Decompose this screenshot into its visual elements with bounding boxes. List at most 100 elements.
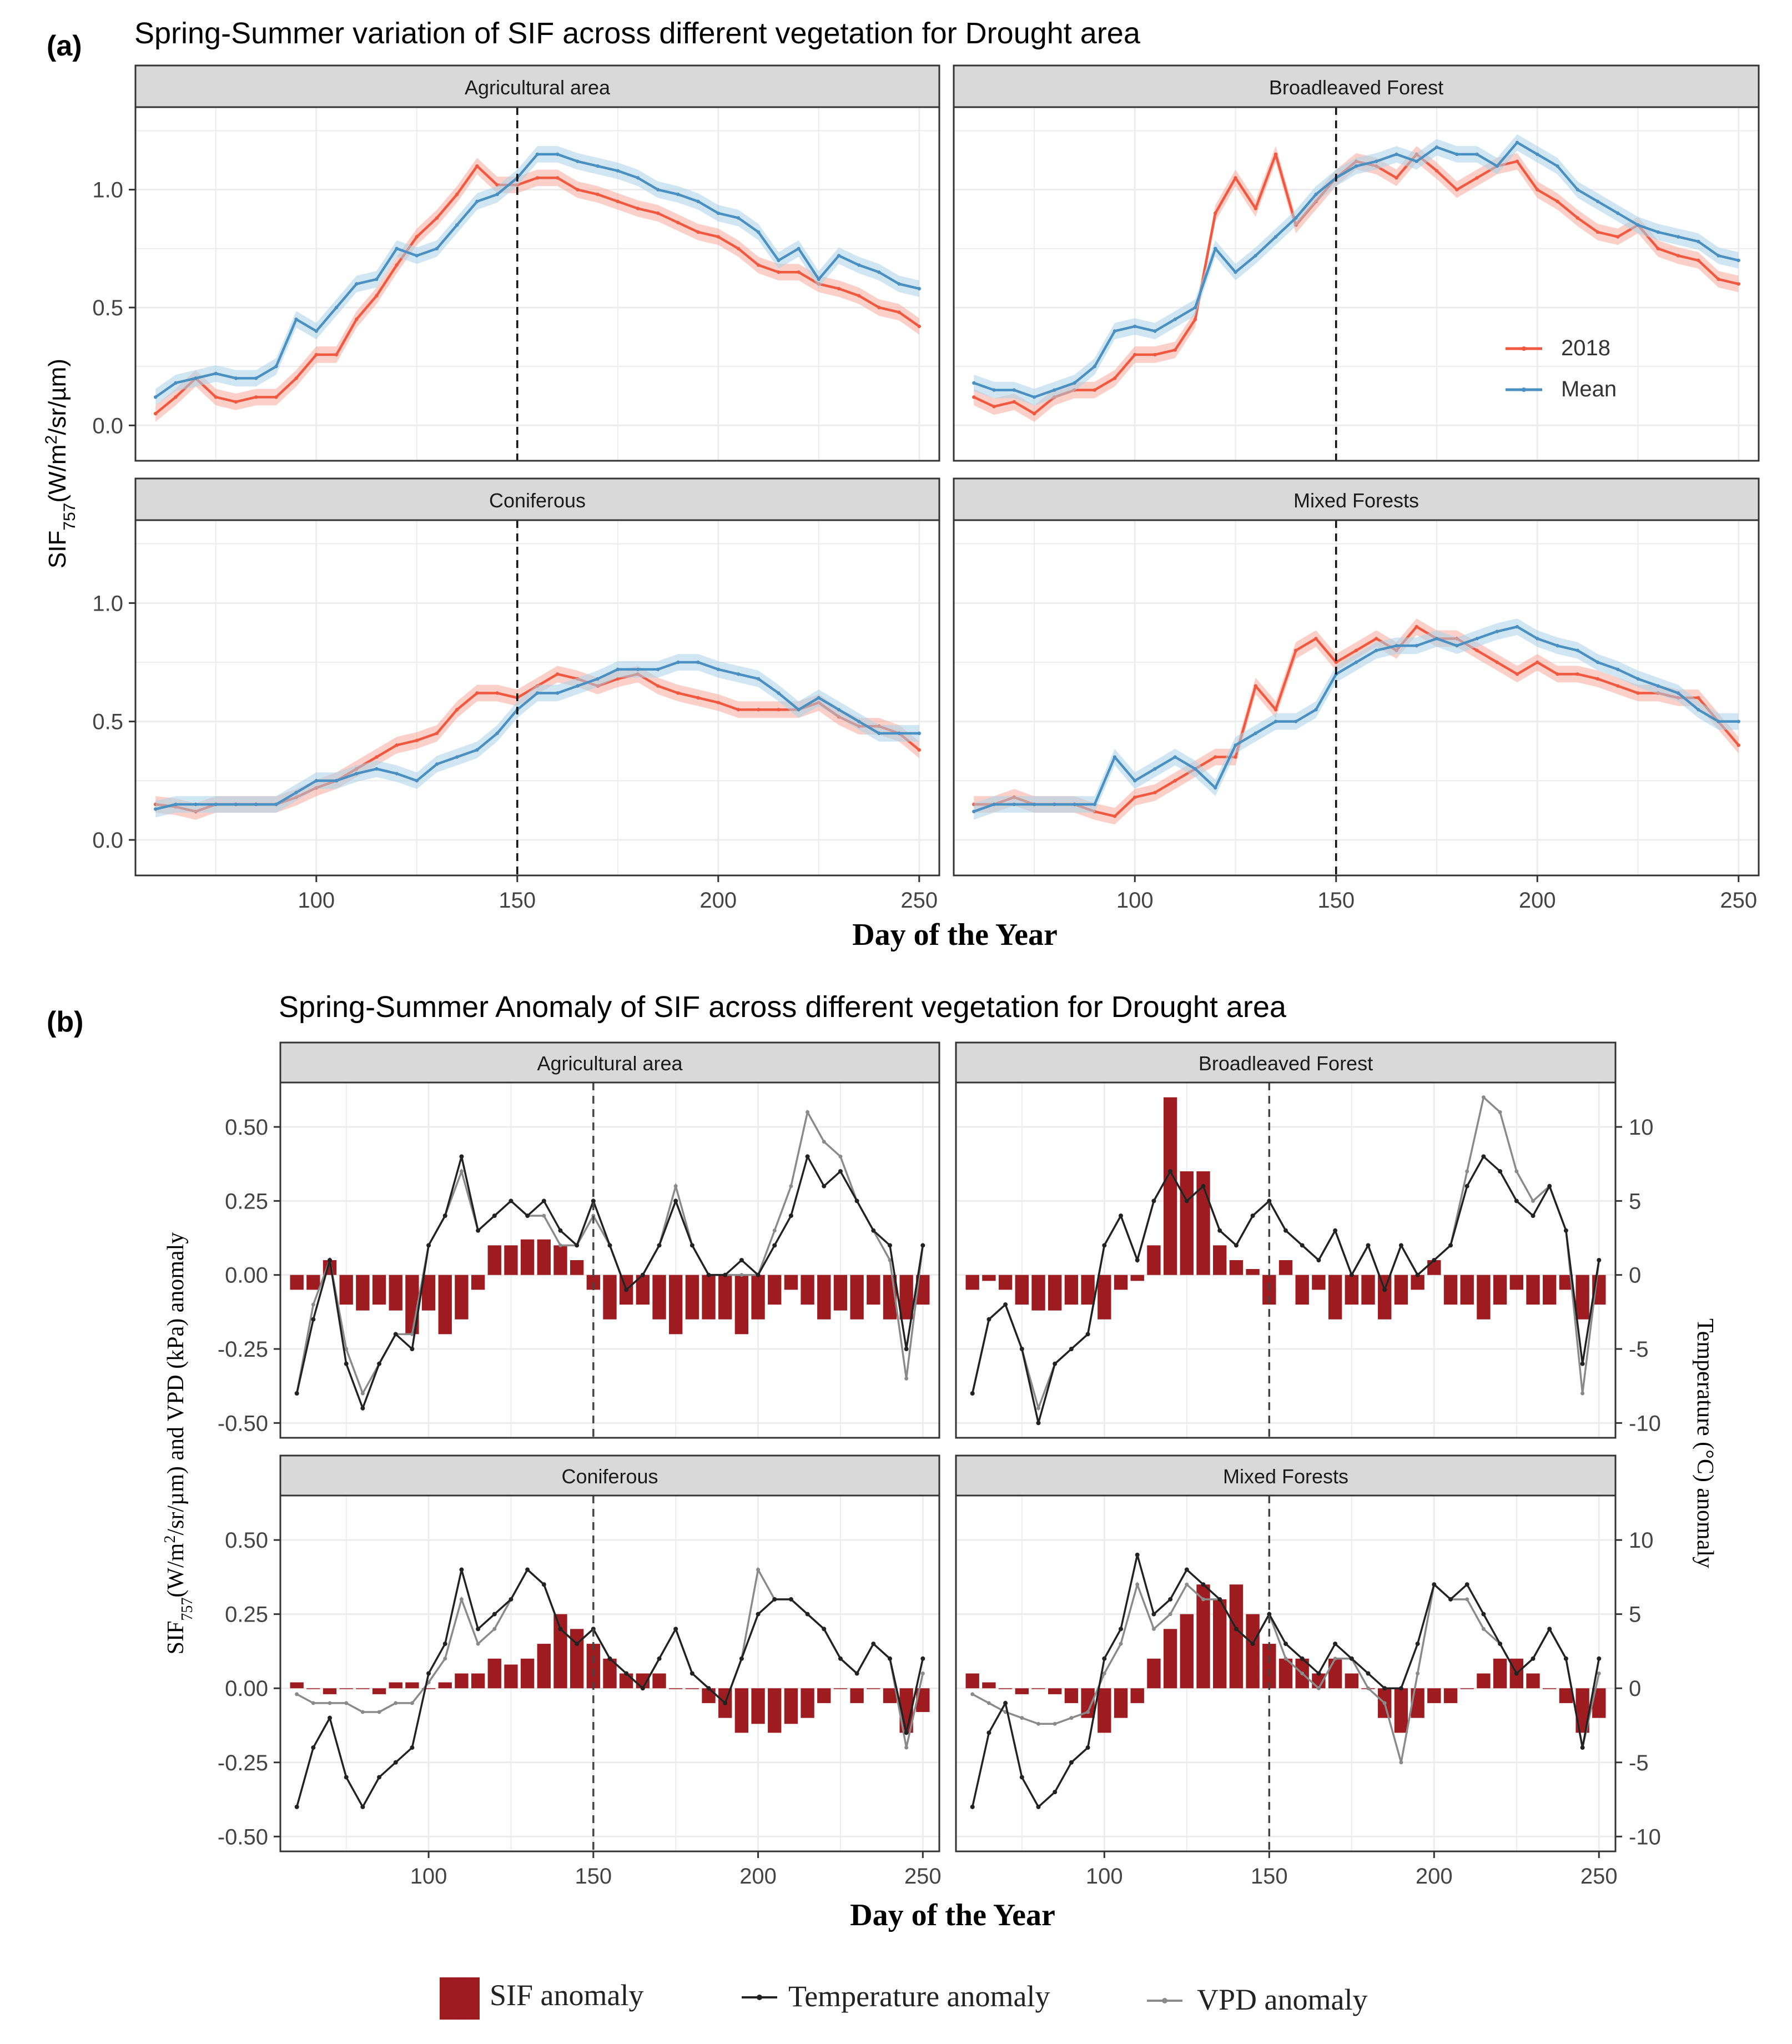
data-point-mean bbox=[495, 731, 499, 736]
sif-anomaly-bar bbox=[520, 1239, 535, 1275]
data-point-2018 bbox=[576, 188, 580, 192]
data-point-mean bbox=[1375, 648, 1378, 652]
vpd-point bbox=[410, 1701, 414, 1705]
temperature-point bbox=[1151, 1199, 1156, 1204]
vpd-point bbox=[888, 1258, 892, 1262]
data-point-2018 bbox=[495, 691, 499, 695]
data-point-2018 bbox=[972, 395, 976, 399]
data-point-mean bbox=[274, 802, 278, 807]
sif-anomaly-bar bbox=[1180, 1171, 1194, 1275]
temperature-point bbox=[1036, 1804, 1041, 1809]
temperature-point bbox=[1597, 1656, 1602, 1661]
temperature-point bbox=[1300, 1243, 1305, 1248]
temperature-point bbox=[854, 1671, 859, 1676]
temperature-point bbox=[344, 1361, 349, 1366]
data-point-mean bbox=[636, 667, 640, 672]
data-point-mean bbox=[1616, 211, 1620, 215]
data-point-2018 bbox=[1656, 246, 1660, 250]
vpd-point bbox=[1020, 1716, 1024, 1720]
panel-b: (b) Spring-Summer Anomaly of SIF across d… bbox=[47, 990, 1718, 2020]
vpd-point bbox=[1135, 1582, 1140, 1587]
temperature-point bbox=[887, 1656, 892, 1661]
panel-b-title: Spring-Summer Anomaly of SIF across diff… bbox=[279, 990, 1287, 1024]
data-point-2018 bbox=[1133, 796, 1137, 799]
data-point-mean bbox=[757, 230, 761, 234]
vpd-point bbox=[344, 1701, 349, 1705]
data-point-mean bbox=[415, 779, 419, 783]
temperature-point bbox=[1201, 1184, 1206, 1189]
data-point-mean bbox=[294, 791, 298, 794]
ytick-label: 0.00 bbox=[225, 1677, 268, 1701]
data-point-2018 bbox=[696, 230, 700, 234]
xtick-label: 250 bbox=[904, 1864, 942, 1889]
temperature-point bbox=[1283, 1228, 1288, 1233]
data-point-mean bbox=[1736, 258, 1740, 263]
data-point-2018 bbox=[716, 701, 721, 704]
data-point-2018 bbox=[716, 235, 721, 239]
temperature-point bbox=[1531, 1214, 1536, 1218]
data-point-2018 bbox=[395, 263, 399, 267]
data-point-mean bbox=[696, 199, 700, 204]
temperature-point bbox=[854, 1199, 859, 1204]
vpd-point bbox=[360, 1391, 365, 1396]
data-point-mean bbox=[1434, 145, 1439, 149]
temperature-point bbox=[360, 1406, 365, 1411]
ytick-right-label: 0 bbox=[1629, 1677, 1641, 1701]
temperature-point bbox=[1464, 1184, 1469, 1189]
vpd-point bbox=[772, 1229, 777, 1233]
data-point-2018 bbox=[1515, 672, 1519, 676]
data-point-mean bbox=[576, 159, 580, 163]
vpd-point bbox=[904, 1745, 909, 1750]
vpd-point bbox=[476, 1642, 480, 1646]
data-point-mean bbox=[992, 802, 996, 807]
sif-anomaly-bar bbox=[372, 1275, 386, 1305]
data-point-2018 bbox=[596, 192, 600, 197]
sif-anomaly-bar bbox=[405, 1682, 419, 1689]
temperature-point bbox=[756, 1272, 761, 1277]
sif-anomaly-bar bbox=[1559, 1688, 1573, 1703]
temperature-point bbox=[756, 1612, 761, 1617]
temperature-point bbox=[1448, 1597, 1453, 1602]
vpd-point bbox=[459, 1169, 464, 1174]
sif-anomaly-bar bbox=[1394, 1688, 1408, 1733]
sif-anomaly-bar bbox=[669, 1275, 683, 1335]
data-point-mean bbox=[1032, 395, 1036, 399]
facet-b-agricultural-area: Agricultural area -0.50 -0.25 0.00 0.25 0.50 bbox=[218, 1041, 940, 1439]
sif-anomaly-bar bbox=[1213, 1599, 1227, 1689]
temperature-point bbox=[772, 1597, 777, 1602]
data-point-mean bbox=[777, 691, 781, 695]
sif-anomaly-bar bbox=[652, 1673, 666, 1689]
temperature-point bbox=[706, 1272, 711, 1277]
temperature-point bbox=[1217, 1228, 1222, 1233]
data-point-mean bbox=[495, 192, 499, 197]
temperature-point bbox=[1135, 1552, 1140, 1557]
data-point-mean bbox=[1314, 192, 1318, 197]
panel-b-xlabel: Day of the Year bbox=[850, 1898, 1055, 1932]
temperature-point bbox=[328, 1715, 333, 1720]
temperature-point bbox=[1267, 1199, 1272, 1204]
data-point-2018 bbox=[676, 691, 680, 695]
facet-title: Broadleaved Forest bbox=[1269, 76, 1443, 99]
data-point-mean bbox=[435, 762, 439, 766]
data-point-2018 bbox=[636, 207, 640, 210]
temperature-point bbox=[525, 1214, 530, 1218]
sif-anomaly-bar bbox=[1081, 1275, 1095, 1305]
temperature-point bbox=[657, 1656, 662, 1661]
data-point-mean bbox=[1556, 164, 1559, 168]
data-point-2018 bbox=[857, 294, 861, 298]
temperature-point bbox=[558, 1228, 563, 1233]
data-point-2018 bbox=[877, 305, 881, 310]
ytick-right-label: -5 bbox=[1629, 1337, 1649, 1362]
sif-anomaly-bar bbox=[784, 1688, 798, 1724]
data-point-mean bbox=[1656, 684, 1660, 688]
temperature-point bbox=[476, 1627, 481, 1632]
data-point-mean bbox=[1113, 329, 1117, 333]
sif-anomaly-bar bbox=[965, 1275, 979, 1290]
facet-strip bbox=[279, 1041, 940, 1084]
sif-anomaly-bar bbox=[998, 1688, 1013, 1689]
vpd-point bbox=[1481, 1095, 1486, 1100]
data-point-mean bbox=[837, 708, 841, 712]
vpd-point bbox=[295, 1692, 299, 1696]
sif-anomaly-bar bbox=[1493, 1275, 1507, 1305]
data-point-2018 bbox=[355, 318, 359, 321]
